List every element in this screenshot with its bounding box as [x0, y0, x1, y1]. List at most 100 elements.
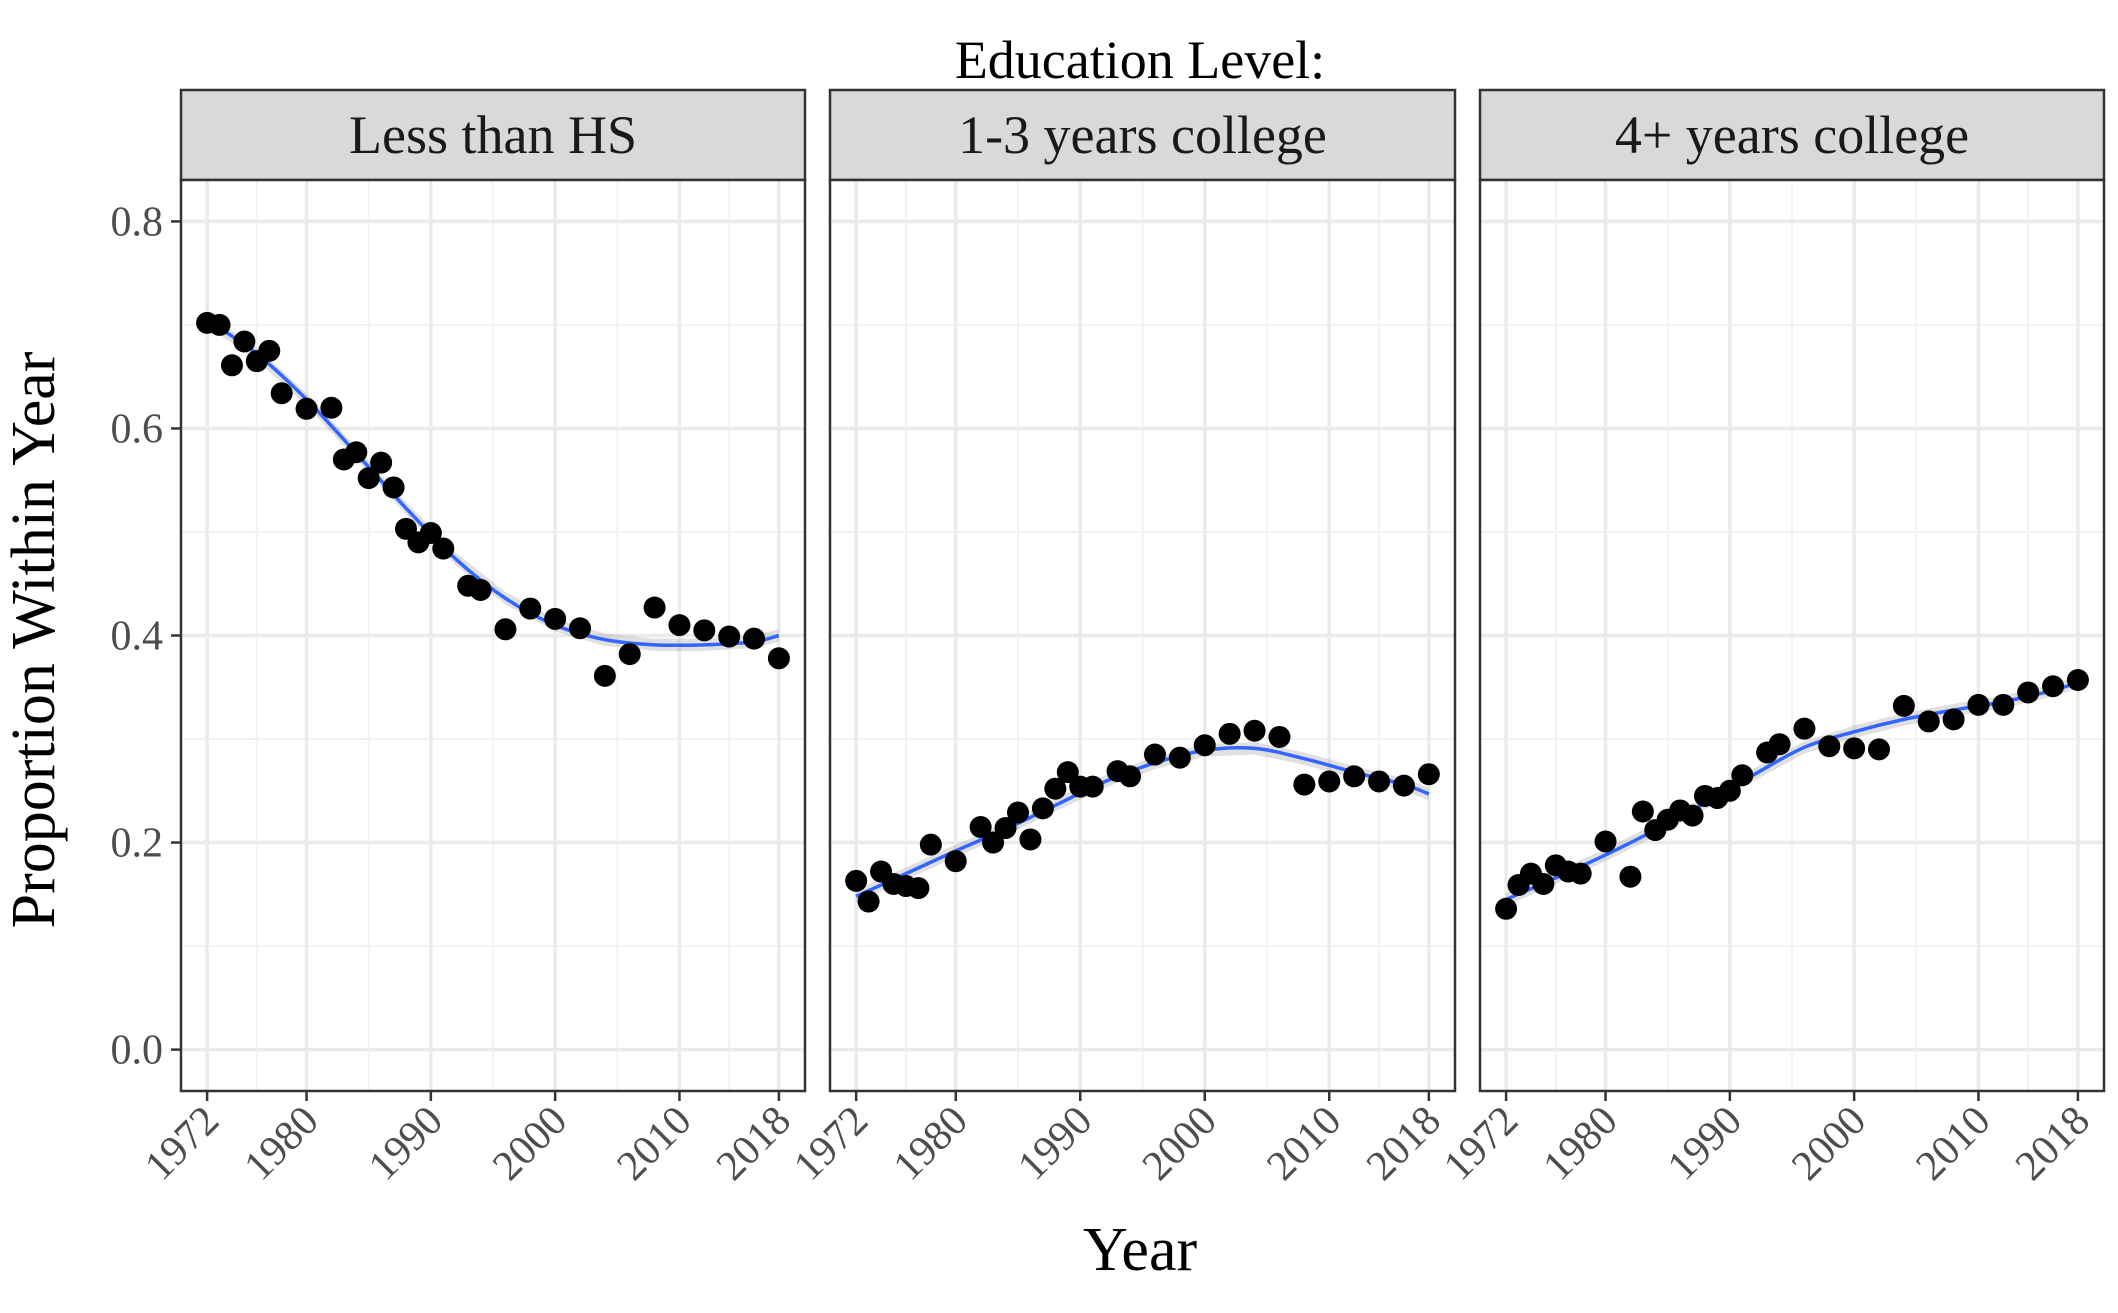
data-point [1268, 726, 1290, 748]
facet-panel: 4+ years college 1972 1980 1990 2000 2010 2018 [1435, 90, 2104, 1189]
data-point [2067, 669, 2089, 691]
y-tick-label: 0.4 [111, 614, 164, 660]
data-point [1992, 694, 2014, 716]
data-point [594, 665, 616, 687]
x-tick-label: 2010 [609, 1098, 701, 1190]
y-tick-label: 0.8 [111, 199, 164, 245]
y-tick-label: 0.0 [111, 1028, 164, 1074]
y-tick-label: 0.2 [111, 821, 164, 867]
data-point [1632, 800, 1654, 822]
data-point [1793, 718, 1815, 740]
data-point [1418, 763, 1440, 785]
x-axis-title: Year [1083, 1216, 1198, 1284]
facet-strip-label: Less than HS [349, 105, 637, 165]
facet-strip-label: 4+ years college [1615, 105, 1969, 165]
x-tick-label: 1990 [1009, 1098, 1101, 1190]
data-point [2042, 675, 2064, 697]
data-point [768, 647, 790, 669]
data-point [221, 354, 243, 376]
x-tick-label: 1990 [1659, 1098, 1751, 1190]
data-point [1943, 708, 1965, 730]
data-point [2017, 681, 2039, 703]
data-point [1219, 723, 1241, 745]
y-axis-title: Proportion Within Year [0, 351, 68, 928]
x-tick-label: 2018 [2007, 1098, 2099, 1190]
data-point [569, 617, 591, 639]
x-tick-label: 1990 [360, 1098, 452, 1190]
data-point [619, 643, 641, 665]
y-tick-label: 0.6 [111, 406, 164, 452]
data-point [432, 538, 454, 560]
data-point [1007, 802, 1029, 824]
x-tick-label: 1980 [236, 1098, 328, 1190]
chart-title: Education Level: [955, 30, 1325, 90]
data-point [1595, 831, 1617, 853]
data-point [644, 597, 666, 619]
data-point [743, 628, 765, 650]
data-point [370, 452, 392, 474]
x-tick-label: 2018 [1358, 1098, 1450, 1190]
data-point [1570, 863, 1592, 885]
data-point [1194, 734, 1216, 756]
data-point [1918, 710, 1940, 732]
data-point [1393, 775, 1415, 797]
data-point [271, 382, 293, 404]
data-point [233, 330, 255, 352]
data-point [1244, 720, 1266, 742]
data-point [668, 614, 690, 636]
data-point [1019, 828, 1041, 850]
data-point [1082, 776, 1104, 798]
data-point [383, 476, 405, 498]
x-tick-label: 2018 [708, 1098, 800, 1190]
data-point [470, 579, 492, 601]
data-point [1893, 695, 1915, 717]
data-point [1032, 797, 1054, 819]
data-point [1144, 744, 1166, 766]
data-point [1532, 873, 1554, 895]
data-point [1967, 694, 1989, 716]
data-point [1619, 866, 1641, 888]
x-tick-label: 1972 [136, 1098, 228, 1190]
data-point [1818, 735, 1840, 757]
data-point [858, 891, 880, 913]
facet-strip-label: 1-3 years college [958, 105, 1327, 165]
data-point [494, 618, 516, 640]
data-point [1843, 737, 1865, 759]
data-point [907, 877, 929, 899]
facet-panel: 1-3 years college 1972 1980 1990 2000 2010 201… [785, 90, 1455, 1189]
data-point [1868, 738, 1890, 760]
x-tick-label: 1980 [885, 1098, 977, 1190]
data-point [945, 850, 967, 872]
x-tick-label: 2000 [1783, 1098, 1875, 1190]
data-point [718, 626, 740, 648]
facet-panel: Less than HS 1972 1980 1990 2000 2010 2018 0.0 0… [111, 90, 806, 1189]
data-point [1169, 747, 1191, 769]
data-point [519, 598, 541, 620]
x-tick-label: 1980 [1535, 1098, 1627, 1190]
x-tick-label: 1972 [1435, 1098, 1527, 1190]
data-point [920, 834, 942, 856]
data-point [320, 397, 342, 419]
x-tick-label: 2000 [484, 1098, 576, 1190]
data-point [209, 314, 231, 336]
data-point [1343, 765, 1365, 787]
data-point [296, 398, 318, 420]
data-point [845, 870, 867, 892]
data-point [1731, 764, 1753, 786]
x-tick-label: 1972 [785, 1098, 877, 1190]
data-point [1368, 770, 1390, 792]
data-point [1293, 774, 1315, 796]
x-tick-label: 2010 [1258, 1098, 1350, 1190]
data-point [1769, 733, 1791, 755]
data-point [693, 619, 715, 641]
x-tick-label: 2010 [1908, 1098, 2000, 1190]
data-point [544, 608, 566, 630]
data-point [1682, 805, 1704, 827]
data-point [1318, 770, 1340, 792]
x-tick-label: 2000 [1134, 1098, 1226, 1190]
data-point [345, 441, 367, 463]
data-point [1119, 765, 1141, 787]
